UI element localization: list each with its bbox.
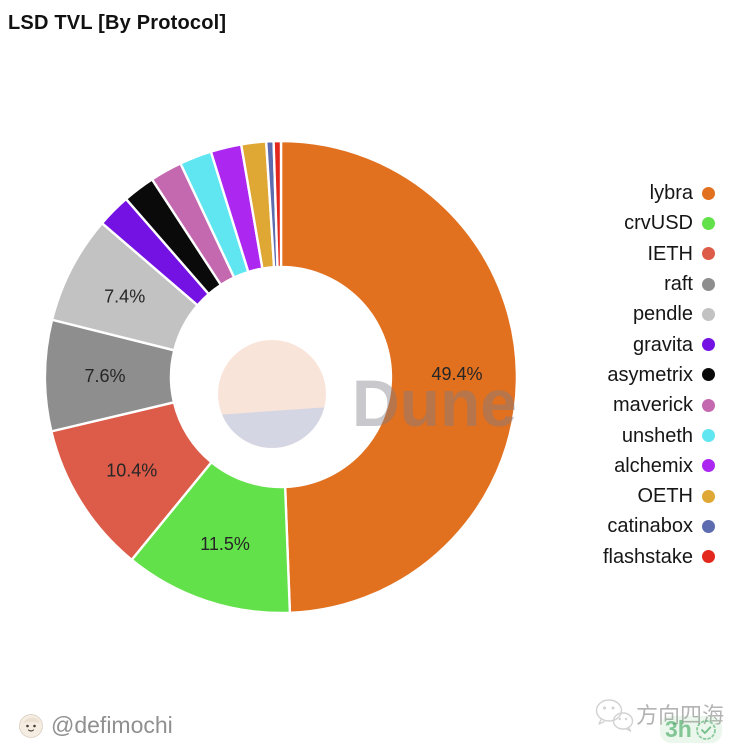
legend-swatch: [702, 519, 715, 533]
legend-label: alchemix: [614, 454, 693, 477]
legend-swatch: [702, 550, 715, 564]
slice-label-raft: 7.6%: [84, 366, 125, 386]
legend-item-flashstake[interactable]: flashstake: [603, 542, 715, 572]
legend-swatch: [702, 307, 715, 321]
legend-swatch: [702, 186, 715, 200]
author-attribution: @defimochi: [19, 712, 173, 739]
wechat-icon: [595, 699, 634, 732]
legend-item-asymetrix[interactable]: asymetrix: [607, 360, 715, 390]
legend-item-alchemix[interactable]: alchemix: [614, 451, 715, 481]
page-title: LSD TVL [By Protocol]: [8, 12, 227, 34]
legend-label: IETH: [647, 242, 693, 265]
channel-name: 方向四海: [636, 703, 725, 728]
legend-label: OETH: [637, 485, 693, 508]
slice-label-crvUSD: 11.5%: [200, 534, 250, 554]
chart-legend: lybra crvUSD IETH raft pendle gravita asymetri…: [603, 178, 715, 572]
legend-swatch: [702, 338, 715, 352]
channel-watermark: 方向四海 3h: [594, 694, 744, 746]
dune-logo-icon: [218, 340, 326, 448]
slice-labels: 49.4% 11.5% 10.4% 7.6% 7.4%: [84, 286, 482, 554]
legend-item-unsheth[interactable]: unsheth: [622, 420, 715, 450]
legend-swatch: [702, 216, 715, 230]
legend-label: lybra: [649, 182, 693, 205]
legend-label: raft: [664, 273, 693, 296]
legend-label: gravita: [632, 333, 693, 356]
author-handle: @defimochi: [51, 712, 173, 738]
pie-slice-lybra[interactable]: [279, 139, 519, 615]
legend-item-raft[interactable]: raft: [664, 269, 715, 299]
pie-slice-flashstake[interactable]: [272, 139, 283, 269]
slice-label-IETH: 10.4%: [106, 461, 157, 481]
legend-swatch: [702, 398, 715, 412]
legend-item-lybra[interactable]: lybra: [650, 178, 715, 208]
legend-swatch: [702, 277, 715, 291]
legend-swatch: [702, 368, 715, 382]
legend-item-pendle[interactable]: pendle: [633, 299, 715, 329]
dune-watermark-text: Dune: [352, 366, 517, 440]
legend-item-catinabox[interactable]: catinabox: [607, 511, 715, 541]
legend-label: flashstake: [602, 545, 693, 568]
time-stamp: 3h: [660, 716, 722, 743]
legend-swatch: [702, 247, 715, 261]
legend-swatch: [702, 489, 715, 503]
legend-label: unsheth: [621, 424, 693, 447]
legend-label: catinabox: [607, 515, 693, 538]
legend-label: pendle: [632, 303, 693, 326]
legend-label: maverick: [612, 394, 693, 417]
stamp-text: 3h: [665, 716, 692, 742]
legend-label: asymetrix: [607, 363, 693, 386]
legend-swatch: [702, 459, 715, 473]
legend-item-IETH[interactable]: IETH: [647, 239, 715, 269]
legend-swatch: [702, 429, 715, 443]
slice-label-lybra: 49.4%: [431, 364, 482, 384]
legend-item-OETH[interactable]: OETH: [637, 481, 715, 511]
author-avatar: [19, 713, 43, 738]
legend-item-gravita[interactable]: gravita: [633, 329, 715, 359]
slice-label-pendle: 7.4%: [104, 286, 145, 306]
legend-item-maverick[interactable]: maverick: [613, 390, 715, 420]
check-seal-icon: [695, 719, 716, 740]
legend-label: crvUSD: [624, 212, 693, 235]
legend-item-crvUSD[interactable]: crvUSD: [624, 208, 715, 238]
donut-slices: [43, 139, 519, 615]
